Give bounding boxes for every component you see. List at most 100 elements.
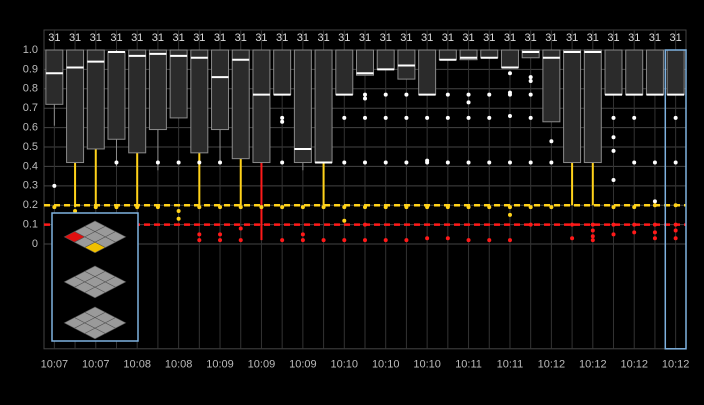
box <box>335 49 354 96</box>
outlier <box>611 115 616 120</box>
layer-inset <box>51 212 139 342</box>
outlier <box>570 222 575 227</box>
box <box>500 49 519 68</box>
outlier <box>528 160 533 165</box>
outlier <box>632 160 637 165</box>
outlier <box>404 205 409 210</box>
y-tick-label: 0.1 <box>23 219 38 231</box>
x-tick-label: 10:11 <box>497 359 524 371</box>
count-label: 31 <box>276 32 288 44</box>
outlier <box>487 205 492 210</box>
count-label: 31 <box>525 32 537 44</box>
count-label: 31 <box>255 32 267 44</box>
outlier <box>176 160 181 165</box>
outlier <box>363 160 367 165</box>
outlier <box>487 160 492 165</box>
outlier <box>383 115 388 120</box>
y-tick-label: 0.2 <box>23 199 38 211</box>
y-tick-label: 0.9 <box>23 63 38 75</box>
outlier <box>445 205 450 210</box>
outlier <box>549 205 554 210</box>
outlier <box>528 205 533 210</box>
outlier <box>652 199 657 204</box>
outlier <box>321 238 326 243</box>
outlier <box>135 205 140 210</box>
layer-grid <box>63 220 127 254</box>
outlier <box>466 100 471 105</box>
outlier <box>363 92 367 97</box>
outlier <box>487 115 492 120</box>
outlier <box>487 238 492 243</box>
outlier <box>611 232 616 237</box>
outlier <box>673 203 678 208</box>
box <box>66 49 85 164</box>
outlier <box>218 232 223 237</box>
count-label: 31 <box>297 32 309 44</box>
count-label: 31 <box>235 32 247 44</box>
outlier <box>466 115 471 120</box>
outlier <box>176 216 181 221</box>
selection-highlight <box>664 49 687 350</box>
outlier <box>280 238 285 243</box>
y-tick-label: 0.5 <box>23 141 38 153</box>
x-tick-label: 10:09 <box>206 359 234 371</box>
x-tick-label: 10:12 <box>662 359 690 371</box>
count-label: 31 <box>48 32 60 44</box>
count-label: 31 <box>152 32 164 44</box>
outlier <box>280 160 285 165</box>
outlier <box>673 222 678 227</box>
outlier <box>425 158 430 163</box>
outlier <box>363 115 367 120</box>
outlier <box>197 205 202 210</box>
outlier <box>342 205 347 210</box>
outlier <box>487 92 492 97</box>
box <box>666 49 685 96</box>
layer-grid <box>63 265 127 299</box>
outlier <box>425 236 430 241</box>
count-label: 31 <box>421 32 433 44</box>
box <box>128 49 147 154</box>
count-label: 31 <box>338 32 350 44</box>
count-label: 31 <box>131 32 143 44</box>
outlier <box>52 183 57 188</box>
count-label: 31 <box>110 32 122 44</box>
count-label: 31 <box>172 32 184 44</box>
outlier <box>466 205 471 210</box>
count-label: 31 <box>670 32 682 44</box>
x-tick-label: 10:07 <box>82 359 110 371</box>
box <box>107 51 126 140</box>
count-label: 31 <box>649 32 661 44</box>
count-label: 31 <box>607 32 619 44</box>
outlier <box>342 218 347 223</box>
outlier <box>507 205 512 210</box>
x-tick-label: 10:10 <box>331 359 359 371</box>
outlier <box>611 177 616 182</box>
outlier <box>280 115 285 120</box>
count-label: 31 <box>359 32 371 44</box>
outlier <box>425 205 430 210</box>
outlier <box>632 222 637 227</box>
y-tick-label: 0 <box>32 238 38 250</box>
outlier <box>466 92 471 97</box>
outlier <box>93 205 98 210</box>
layer-cell <box>84 241 106 254</box>
outlier <box>590 228 595 233</box>
outlier <box>321 205 326 210</box>
outlier <box>590 238 595 243</box>
outlier <box>383 205 388 210</box>
outlier <box>590 234 595 239</box>
x-tick-label: 10:07 <box>41 359 69 371</box>
count-label: 31 <box>628 32 640 44</box>
count-label: 31 <box>69 32 81 44</box>
outlier <box>404 160 409 165</box>
box <box>86 49 105 150</box>
outlier <box>176 209 181 214</box>
box <box>273 49 292 96</box>
outlier <box>673 115 678 120</box>
outlier <box>590 222 595 227</box>
count-label: 31 <box>442 32 454 44</box>
outlier <box>280 205 285 210</box>
box <box>356 49 374 76</box>
